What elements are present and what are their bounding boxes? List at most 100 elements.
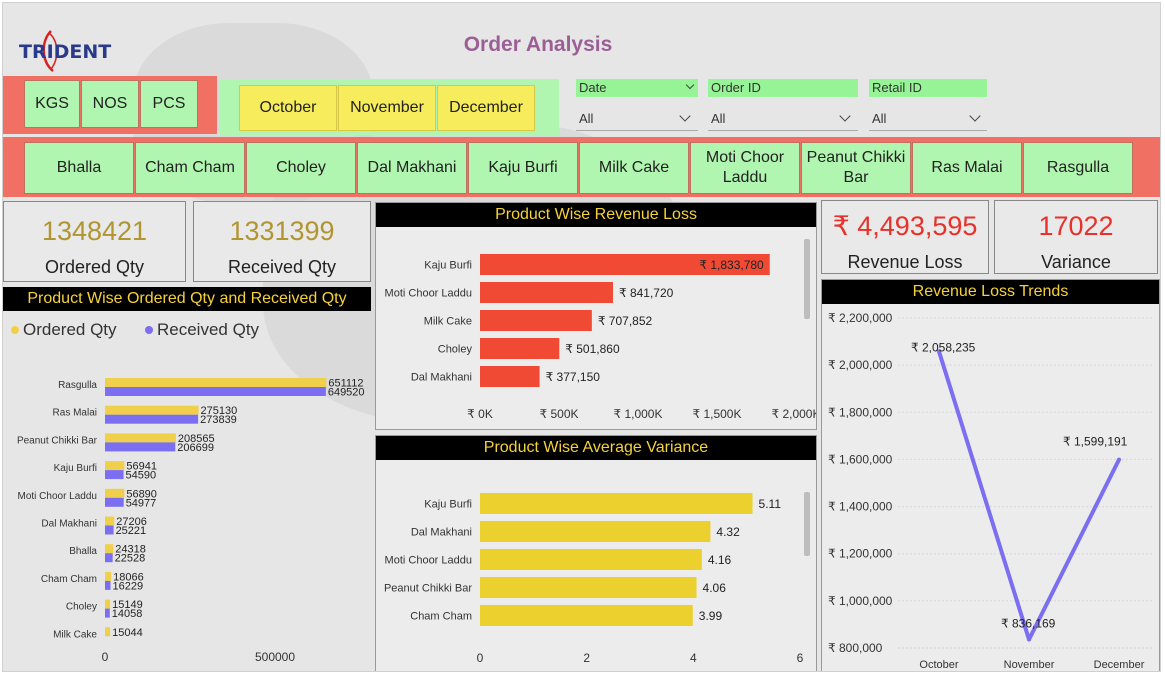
category-label-choley: Choley — [438, 344, 473, 356]
legend-ordered-label: Ordered Qty — [23, 320, 117, 339]
data-label-received-qty-kaju-burfi: 54590 — [126, 470, 157, 482]
category-label-dal-makhani: Dal Makhani — [41, 519, 97, 530]
category-label-dal-makhani: Dal Makhani — [411, 372, 472, 384]
bar-ordered-qty-bhalla — [105, 544, 114, 554]
product-button-choley[interactable]: Choley — [246, 142, 356, 194]
category-label-choley: Choley — [66, 602, 97, 613]
data-label-dal-makhani: ₹ 377,150 — [546, 370, 601, 384]
unit-button-kgs[interactable]: KGS — [24, 80, 80, 128]
data-label-december: ₹ 1,599,191 — [1063, 435, 1128, 449]
bar-ordered-qty-ras-malai — [105, 405, 199, 415]
x-tick-label-1-500k: ₹ 1,500K — [692, 407, 741, 421]
month-button-november[interactable]: November — [338, 85, 436, 131]
product-button-dal-makhani[interactable]: Dal Makhani — [357, 142, 467, 194]
product-button-cham-cham[interactable]: Cham Cham — [135, 142, 245, 194]
revenue-loss-scrollbar[interactable] — [804, 239, 810, 319]
product-button-kaju-burfi[interactable]: Kaju Burfi — [468, 142, 578, 194]
retail-id-filter-label: Retail ID — [869, 79, 987, 97]
bar-received-qty-dal-makhani — [105, 525, 114, 535]
x-tick-label-0: 0 — [102, 650, 109, 664]
ordered-qty-label: Ordered Qty — [44, 257, 145, 277]
data-label-milk-cake: ₹ 707,852 — [598, 314, 653, 328]
average-variance-scrollbar[interactable] — [804, 492, 810, 556]
bar-ordered-qty-kaju-burfi — [105, 461, 125, 471]
bar-ordered-qty-dal-makhani — [105, 516, 115, 526]
date-filter-dropdown[interactable]: All — [576, 107, 698, 131]
y-tick-label-1-600-000: ₹ 1,600,000 — [828, 452, 893, 466]
order-id-filter-label: Order ID — [708, 79, 858, 97]
data-label-ordered-qty-choley: 15149 — [112, 599, 143, 611]
category-label-ras-malai: Ras Malai — [53, 408, 97, 419]
trend-line — [937, 350, 1121, 642]
unit-button-nos[interactable]: NOS — [81, 80, 139, 128]
data-label-moti-choor-laddu: ₹ 841,720 — [619, 286, 674, 300]
y-tick-label-2-200-000: ₹ 2,200,000 — [828, 311, 893, 325]
variance-label: Variance — [1041, 252, 1111, 272]
x-tick-label-1-000k: ₹ 1,000K — [613, 407, 662, 421]
bar-cham-cham — [480, 605, 693, 626]
data-label-ordered-qty-dal-makhani: 27206 — [116, 516, 147, 528]
product-button-bhalla[interactable]: Bhalla — [24, 142, 134, 194]
bar-ordered-qty-cham-cham — [105, 571, 112, 581]
average-variance-chart-svg: Kaju Burfi 5.11 Dal Makhani 4.32 Moti Choor … — [384, 493, 804, 665]
data-label-peanut-chikki-bar: 4.06 — [703, 581, 727, 595]
data-label-ordered-qty-kaju-burfi: 56941 — [126, 461, 157, 473]
data-label-october: ₹ 2,058,235 — [911, 340, 976, 354]
data-label-ordered-qty-rasgulla: 651112 — [328, 378, 363, 390]
ordered-qty-card: 1348421 Ordered Qty — [3, 201, 186, 282]
month-button-october[interactable]: October — [239, 85, 337, 131]
product-button-ras-malai[interactable]: Ras Malai — [912, 142, 1022, 194]
received-qty-label: Received Qty — [227, 257, 337, 277]
x-tick-label-2-000k: ₹ 2,000K — [771, 407, 816, 421]
revenue-loss-trend-chart: Revenue Loss Trends ₹ 2,200,000 ₹ 2,000,0… — [821, 279, 1160, 671]
x-tick-label-0k: ₹ 0K — [467, 407, 493, 421]
ordered-received-chart-svg: Ordered Qty Received Qty Rasgulla 651112649… — [11, 320, 365, 664]
category-label-moti-choor-laddu: Moti Choor Laddu — [385, 555, 472, 567]
x-tick-label-0: 0 — [477, 651, 484, 665]
category-label-kaju-burfi: Kaju Burfi — [424, 260, 472, 272]
data-label-received-qty-rasgulla: 649520 — [328, 387, 365, 399]
data-label-kaju-burfi: ₹ 1,833,780 — [699, 258, 764, 272]
data-label-choley: ₹ 501,860 — [565, 342, 620, 356]
unit-slicer: KGS NOS PCS — [3, 76, 217, 134]
category-label-milk-cake: Milk Cake — [424, 316, 472, 328]
bar-moti-choor-laddu — [480, 549, 702, 570]
data-label-moti-choor-laddu: 4.16 — [708, 553, 732, 567]
x-tick-label-4: 4 — [690, 651, 697, 665]
revenue-loss-chart: Product Wise Revenue Loss Kaju Burfi ₹ 1,… — [375, 202, 817, 430]
data-label-ordered-qty-milk-cake: 15044 — [112, 627, 143, 639]
order-id-filter-dropdown[interactable]: All — [708, 107, 858, 131]
month-button-december[interactable]: December — [437, 85, 535, 131]
category-label-moti-choor-laddu: Moti Choor Laddu — [18, 491, 98, 502]
bar-received-qty-rasgulla — [105, 387, 326, 396]
bar-dal-makhani — [480, 366, 540, 387]
retail-id-filter-dropdown[interactable]: All — [869, 107, 987, 131]
bar-milk-cake — [480, 310, 592, 331]
data-label-received-qty-dal-makhani: 25221 — [116, 525, 147, 537]
ordered-qty-value: 1348421 — [41, 216, 148, 246]
data-label-received-qty-choley: 14058 — [112, 608, 143, 620]
data-label-ordered-qty-moti-choor-laddu: 56890 — [126, 488, 157, 500]
x-tick-label-6: 6 — [797, 651, 804, 665]
product-button-milk-cake[interactable]: Milk Cake — [579, 142, 689, 194]
x-tick-label-november: November — [1004, 659, 1055, 671]
product-button-peanut-chikki-bar[interactable]: Peanut Chikki Bar — [801, 142, 911, 194]
logo-text: TRIDENT — [19, 41, 112, 63]
data-label-received-qty-moti-choor-laddu: 54977 — [126, 497, 157, 509]
y-tick-label-1-000-000: ₹ 1,000,000 — [828, 594, 893, 608]
category-label-moti-choor-laddu: Moti Choor Laddu — [385, 288, 472, 300]
bar-received-qty-bhalla — [105, 553, 113, 563]
unit-button-pcs[interactable]: PCS — [140, 80, 198, 128]
product-button-rasgulla[interactable]: Rasgulla — [1023, 142, 1133, 194]
ordered-received-chart-title: Product Wise Ordered Qty and Received Qt… — [3, 287, 371, 311]
category-label-kaju-burfi: Kaju Burfi — [54, 463, 97, 474]
revenue-loss-card: ₹ 4,493,595 Revenue Loss — [821, 200, 989, 274]
category-label-milk-cake: Milk Cake — [53, 629, 97, 640]
y-tick-label-800-000: ₹ 800,000 — [828, 641, 883, 655]
category-label-peanut-chikki-bar: Peanut Chikki Bar — [17, 435, 98, 446]
data-label-received-qty-cham-cham: 16229 — [113, 580, 144, 592]
product-button-moti-choor-laddu[interactable]: Moti Choor Laddu — [690, 142, 800, 194]
date-filter-label: Date — [576, 79, 698, 97]
bar-received-qty-choley — [105, 608, 110, 618]
